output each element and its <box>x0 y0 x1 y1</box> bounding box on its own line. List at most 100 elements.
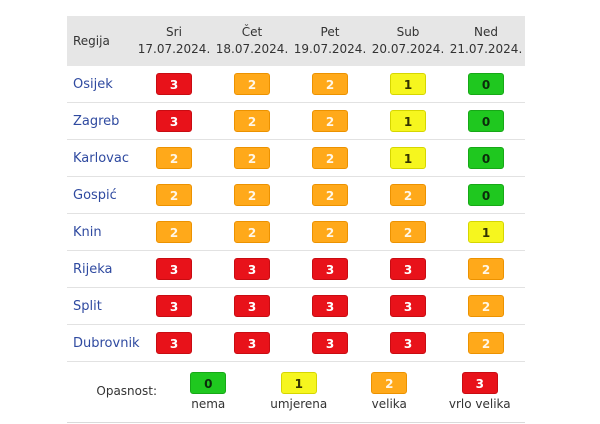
danger-level-badge: 3 <box>156 73 192 95</box>
danger-level-badge: 3 <box>390 295 426 317</box>
forecast-cell: 2 <box>447 287 525 325</box>
forecast-cell: 3 <box>291 287 369 325</box>
table-row: Zagreb 3 2 2 1 0 <box>67 102 525 140</box>
forecast-cell: 2 <box>447 250 525 288</box>
danger-level-badge: 2 <box>234 184 270 206</box>
day-column-header: Sub 20.07.2024. <box>369 16 447 66</box>
danger-level-badge: 3 <box>156 110 192 132</box>
legend-text: nema <box>191 397 226 411</box>
forecast-cell: 3 <box>291 324 369 362</box>
day-column-header: Pet 19.07.2024. <box>291 16 369 66</box>
day-date: 18.07.2024. <box>215 42 289 56</box>
danger-level-badge: 3 <box>312 295 348 317</box>
table-row: Karlovac 2 2 2 1 0 <box>67 139 525 177</box>
region-link[interactable]: Dubrovnik <box>67 324 140 362</box>
danger-level-badge: 2 <box>468 295 504 317</box>
forecast-cell: 3 <box>213 287 291 325</box>
legend-items: 0 nema 1 umjerena 2 velika 3 vrlo velika <box>163 362 525 411</box>
day-date: 19.07.2024. <box>293 42 367 56</box>
forecast-cell: 1 <box>369 102 447 140</box>
forecast-cell: 2 <box>447 324 525 362</box>
table-row: Split 3 3 3 3 2 <box>67 287 525 325</box>
danger-level-badge: 2 <box>312 221 348 243</box>
region-link[interactable]: Osijek <box>67 66 135 103</box>
day-name: Čet <box>241 25 263 39</box>
danger-level-badge: 2 <box>234 221 270 243</box>
danger-level-badge: 3 <box>390 258 426 280</box>
region-link[interactable]: Rijeka <box>67 250 135 288</box>
forecast-cell: 2 <box>369 176 447 214</box>
region-column-header: Regija <box>67 16 135 66</box>
danger-level-badge: 0 <box>468 73 504 95</box>
region-link[interactable]: Zagreb <box>67 102 135 140</box>
danger-level-badge: 1 <box>390 147 426 169</box>
forecast-cell: 3 <box>135 250 213 288</box>
legend-text: velika <box>371 397 407 411</box>
forecast-cell: 2 <box>213 102 291 140</box>
forecast-cell: 3 <box>369 287 447 325</box>
danger-level-badge: 0 <box>468 184 504 206</box>
day-column-header: Sri 17.07.2024. <box>135 16 213 66</box>
danger-level-badge: 2 <box>312 147 348 169</box>
danger-level-badge: 2 <box>468 258 504 280</box>
forecast-cell: 3 <box>369 250 447 288</box>
forecast-cell: 3 <box>135 66 213 103</box>
legend-badge: 2 <box>371 372 408 394</box>
forecast-cell: 2 <box>135 176 213 214</box>
danger-level-badge: 2 <box>234 73 270 95</box>
danger-level-badge: 0 <box>468 110 504 132</box>
table-row: Dubrovnik 3 3 3 3 2 <box>67 324 525 362</box>
region-link[interactable]: Gospić <box>67 176 135 214</box>
danger-level-badge: 0 <box>468 147 504 169</box>
forecast-cell: 0 <box>447 176 525 214</box>
danger-level-badge: 2 <box>312 110 348 132</box>
region-link[interactable]: Split <box>67 287 135 325</box>
forecast-cell: 3 <box>369 324 447 362</box>
forecast-cell: 3 <box>135 287 213 325</box>
forecast-cell: 1 <box>369 66 447 103</box>
table-header-row: Regija Sri 17.07.2024. Čet 18.07.2024. P… <box>67 16 525 66</box>
danger-level-badge: 2 <box>234 110 270 132</box>
region-link[interactable]: Knin <box>67 213 135 251</box>
legend-badge: 1 <box>280 372 317 394</box>
legend-item-none: 0 nema <box>168 372 248 411</box>
danger-forecast-panel: Regija Sri 17.07.2024. Čet 18.07.2024. P… <box>67 16 525 423</box>
forecast-cell: 2 <box>135 213 213 251</box>
forecast-cell: 1 <box>369 139 447 177</box>
day-date: 20.07.2024. <box>371 42 445 56</box>
forecast-cell: 3 <box>213 324 291 362</box>
danger-level-badge: 3 <box>312 332 348 354</box>
forecast-cell: 2 <box>135 139 213 177</box>
forecast-cell: 3 <box>135 102 213 140</box>
day-column-header: Čet 18.07.2024. <box>213 16 291 66</box>
forecast-cell: 2 <box>369 213 447 251</box>
forecast-cell: 3 <box>291 250 369 288</box>
danger-level-badge: 2 <box>156 184 192 206</box>
day-date: 21.07.2024. <box>449 42 523 56</box>
forecast-cell: 2 <box>291 176 369 214</box>
forecast-cell: 2 <box>291 102 369 140</box>
day-name: Sub <box>396 25 420 39</box>
day-date: 17.07.2024. <box>137 42 211 56</box>
table-row: Rijeka 3 3 3 3 2 <box>67 250 525 288</box>
day-name: Ned <box>474 25 498 39</box>
legend-item-high: 2 velika <box>349 372 429 411</box>
danger-level-badge: 2 <box>390 184 426 206</box>
forecast-cell: 2 <box>213 176 291 214</box>
legend-item-very-high: 3 vrlo velika <box>440 372 520 411</box>
forecast-cell: 2 <box>213 213 291 251</box>
danger-level-badge: 1 <box>390 73 426 95</box>
forecast-cell: 1 <box>447 213 525 251</box>
forecast-cell: 2 <box>213 139 291 177</box>
danger-level-badge: 3 <box>312 258 348 280</box>
table-row: Knin 2 2 2 2 1 <box>67 213 525 251</box>
forecast-cell: 2 <box>291 213 369 251</box>
danger-level-badge: 3 <box>234 258 270 280</box>
region-link[interactable]: Karlovac <box>67 139 135 177</box>
forecast-cell: 3 <box>135 324 213 362</box>
legend-text: umjerena <box>270 397 328 411</box>
danger-level-badge: 2 <box>234 147 270 169</box>
forecast-cell: 2 <box>291 139 369 177</box>
forecast-table: Regija Sri 17.07.2024. Čet 18.07.2024. P… <box>67 16 525 362</box>
danger-level-badge: 2 <box>468 332 504 354</box>
